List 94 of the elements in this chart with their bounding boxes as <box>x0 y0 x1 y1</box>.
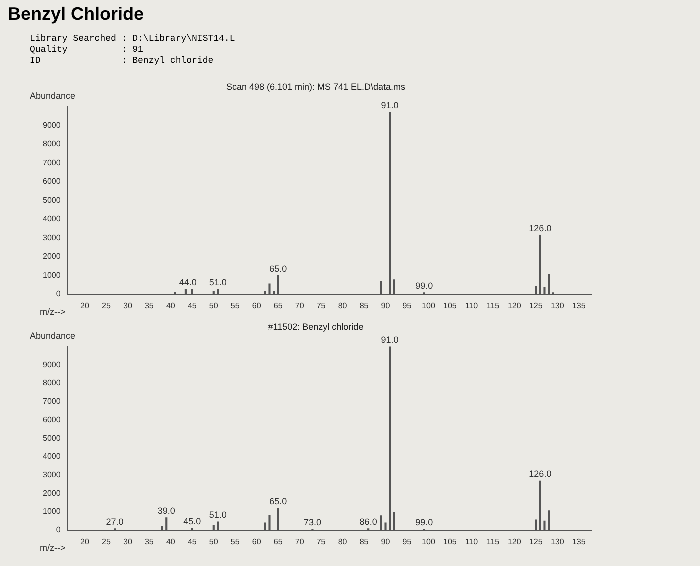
y-tick-label: 1000 <box>43 507 62 516</box>
x-tick-label: 40 <box>166 301 176 310</box>
x-tick-label: 120 <box>508 301 522 310</box>
x-tick-label: 115 <box>486 301 500 310</box>
annotation: 51.0 <box>209 278 227 288</box>
x-tick-label: 85 <box>360 301 370 310</box>
x-tick-label: 125 <box>529 301 544 310</box>
text: Library Searched : D:\Library\NIST14.L <box>30 34 236 44</box>
x-tick-label: 75 <box>316 301 326 310</box>
x-tick-label: 130 <box>550 301 565 310</box>
text: ID : Benzyl chloride <box>30 56 214 66</box>
x-tick-label: 100 <box>422 537 436 546</box>
y-tick-label: 6000 <box>43 177 62 186</box>
y-tick-label: 7000 <box>43 158 62 168</box>
y-tick-label: 6000 <box>43 415 62 424</box>
annotation: 45.0 <box>184 516 202 527</box>
x-tick-label: 80 <box>338 301 348 310</box>
x-tick-label: 50 <box>209 537 219 546</box>
x-tick-label: 110 <box>465 301 479 310</box>
x-tick-label: 70 <box>295 301 305 310</box>
y-tick-label: 8000 <box>43 378 62 388</box>
x-axis-title: m/z--> <box>40 306 66 317</box>
y-tick-label: 9000 <box>43 360 62 370</box>
x-tick-label: 100 <box>422 301 436 310</box>
y-tick-label: 9000 <box>43 120 62 130</box>
y-tick-label: 0 <box>56 290 62 299</box>
x-tick-label: 70 <box>295 537 305 546</box>
y-tick-label: 1000 <box>43 270 62 280</box>
x-tick-label: 130 <box>550 537 565 546</box>
x-tick-label: 20 <box>80 301 90 310</box>
x-tick-label: 80 <box>338 537 348 546</box>
x-tick-label: 60 <box>252 537 262 546</box>
x-tick-label: 105 <box>444 301 458 310</box>
x-tick-label: 45 <box>188 537 198 546</box>
x-tick-label: 135 <box>572 537 586 546</box>
x-tick-label: 120 <box>508 537 522 546</box>
x-tick-label: 55 <box>230 537 240 546</box>
x-tick-label: 125 <box>529 537 544 546</box>
x-tick-label: 50 <box>209 301 219 310</box>
text: Quality : 91 <box>30 45 144 55</box>
y-axis-title: Abundance <box>30 90 76 101</box>
annotation: 65.0 <box>270 496 288 507</box>
y-tick-label: 2000 <box>43 252 62 262</box>
x-axis-title: m/z--> <box>40 542 66 553</box>
x-tick-label: 115 <box>486 537 500 546</box>
y-tick-label: 4000 <box>43 452 62 462</box>
y-tick-label: 2000 <box>43 488 62 498</box>
x-tick-label: 40 <box>166 537 176 546</box>
x-tick-label: 90 <box>381 301 391 310</box>
annotation: 91.0 <box>381 334 399 345</box>
annotation: 91.0 <box>381 100 399 110</box>
y-tick-label: 0 <box>56 526 62 535</box>
y-tick-label: 5000 <box>43 196 62 205</box>
chart-subtitle: Scan 498 (6.101 min): MS 741 EL.D\data.ms <box>226 82 406 92</box>
x-tick-label: 110 <box>465 537 479 546</box>
x-tick-label: 25 <box>102 537 112 546</box>
x-tick-label: 35 <box>144 301 154 310</box>
chart-title: #11502: Benzyl chloride <box>268 322 364 332</box>
y-tick-label: 7000 <box>43 397 62 406</box>
annotation: 86.0 <box>360 516 378 527</box>
annotation: 99.0 <box>416 280 434 291</box>
annotation: 27.0 <box>106 516 124 527</box>
annotation: 126.0 <box>529 223 552 234</box>
x-tick-label: 65 <box>274 301 284 310</box>
annotation: 99.0 <box>416 517 434 528</box>
chart-title: Benzyl Chloride <box>7 3 146 26</box>
y-tick-label: 3000 <box>43 233 62 242</box>
annotation: 126.0 <box>529 469 552 480</box>
x-tick-label: 30 <box>124 301 133 310</box>
x-tick-label: 95 <box>402 301 412 310</box>
x-tick-label: 45 <box>188 301 198 310</box>
y-tick-label: 3000 <box>43 470 62 480</box>
annotation: 51.0 <box>209 510 227 520</box>
x-tick-label: 90 <box>381 537 391 546</box>
x-tick-label: 55 <box>230 301 240 310</box>
x-tick-label: 65 <box>274 537 284 546</box>
annotation: 73.0 <box>304 517 322 528</box>
x-tick-label: 25 <box>102 301 112 310</box>
annotation: 65.0 <box>270 264 288 274</box>
x-tick-label: 30 <box>124 537 133 546</box>
x-tick-label: 85 <box>360 537 370 546</box>
y-tick-label: 8000 <box>43 140 62 149</box>
x-tick-label: 95 <box>402 537 412 546</box>
annotation: 44.0 <box>179 278 197 288</box>
x-tick-label: 20 <box>80 537 90 546</box>
y-axis-title: Abundance <box>30 330 76 341</box>
y-tick-label: 4000 <box>43 214 62 224</box>
x-tick-label: 60 <box>252 301 262 310</box>
x-tick-label: 135 <box>572 301 586 310</box>
y-tick-label: 5000 <box>43 434 62 443</box>
annotation: 39.0 <box>158 506 176 516</box>
x-tick-label: 105 <box>444 537 458 546</box>
x-tick-label: 35 <box>144 537 154 546</box>
x-tick-label: 75 <box>316 537 326 546</box>
